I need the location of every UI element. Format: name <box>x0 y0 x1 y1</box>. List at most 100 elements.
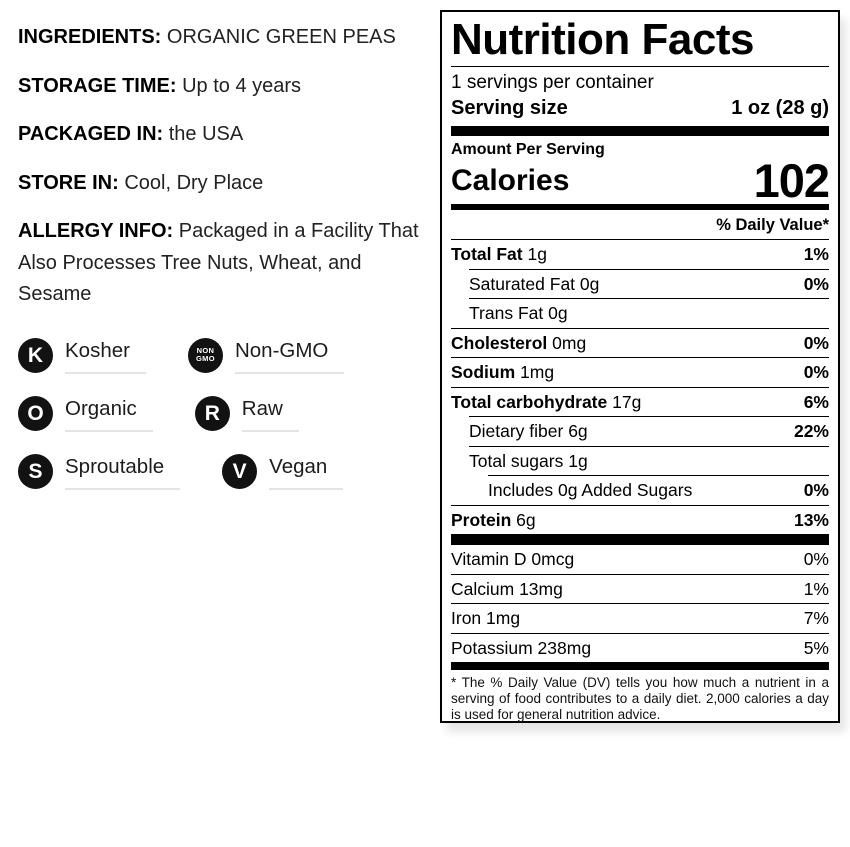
nutrient-name: Total Fat <box>451 244 523 264</box>
nutrient-daily-value: 6% <box>803 391 829 412</box>
divider-protein-bar <box>451 534 829 545</box>
nutrient-name-amount: Saturated Fat 0g <box>469 273 600 294</box>
badge-non-gmo: NON GMO Non-GMO <box>187 337 345 374</box>
nutrient-daily-value: 0% <box>803 362 829 382</box>
nutrition-facts-label: Nutrition Facts 1 servings per container… <box>440 10 840 723</box>
info-field-ingredients: INGREDIENTS: ORGANIC GREEN PEAS <box>18 22 420 54</box>
nutrient-daily-value: 0% <box>803 549 829 569</box>
badge-label: Non-GMO <box>234 337 345 374</box>
serving-size-row: Serving size 1 oz (28 g) <box>451 95 829 121</box>
info-field-value: Up to 4 years <box>176 74 302 97</box>
nutrient-daily-value: 0% <box>803 273 829 294</box>
info-field-label: STORAGE TIME: <box>18 74 177 97</box>
badge-label: Raw <box>241 395 299 432</box>
nutrient-row-total-carbohydrate: Total carbohydrate 17g 6% <box>451 386 829 417</box>
nutrient-name-amount: Cholesterol 0mg <box>451 332 587 353</box>
badge-raw: R Raw <box>194 395 299 432</box>
nutrient-name: Total carbohydrate <box>451 391 608 412</box>
nutrient-name: Protein <box>451 509 512 530</box>
badge-kosher: K Kosher <box>18 337 146 374</box>
daily-value-header: % Daily Value* <box>716 216 829 234</box>
nutrient-name-amount: Potassium 238mg <box>451 637 592 658</box>
icon-text-line: NON <box>196 346 215 355</box>
organic-icon: O <box>18 395 53 431</box>
serving-size-value: 1 oz (28 g) <box>731 97 829 119</box>
nutrient-name-amount: Iron 1mg <box>451 608 521 628</box>
nutrient-row-includes-0g-added-sugars: Includes 0g Added Sugars 0% <box>488 475 829 505</box>
badge-row: O Organic R Raw <box>18 395 420 432</box>
info-field-label: PACKAGED IN: <box>18 123 164 145</box>
badge-sproutable: S Sproutable <box>18 453 181 490</box>
nutrient-name-amount: Trans Fat 0g <box>469 303 568 323</box>
badge-organic: O Organic <box>18 395 153 432</box>
info-field-allergy-info: ALLERGY INFO: Packaged in a Facility Tha… <box>18 216 420 311</box>
badge-label: Vegan <box>269 453 344 490</box>
badge-row: S Sproutable V Vegan <box>18 453 420 490</box>
calories-row: Calories 102 <box>451 154 830 207</box>
badge-label: Kosher <box>65 337 146 374</box>
info-field-packaged-in: PACKAGED IN: the USA <box>18 119 420 151</box>
nutrient-row-protein: Protein 6g 13% <box>451 504 829 535</box>
nutrient-row-cholesterol: Cholesterol 0mg 0% <box>451 327 829 358</box>
info-field-label: ALLERGY INFO: <box>18 220 174 242</box>
nutrient-name-amount: Total sugars 1g <box>469 450 588 471</box>
nutrient-daily-value: 7% <box>803 608 829 628</box>
divider-thick-bar <box>451 126 829 136</box>
vitamin-rows: Vitamin D 0mcg 0% Calcium 13mg 1% Iron 1mg 7%… <box>451 545 829 662</box>
nutrient-row-calcium: Calcium 13mg 1% <box>451 573 829 604</box>
nutrient-name-amount: Total carbohydrate 17g <box>451 391 642 412</box>
icon-text-line: GMO <box>196 354 215 363</box>
nutrient-name-amount: Vitamin D 0mcg <box>451 549 575 569</box>
serving-size-label: Serving size <box>451 97 568 119</box>
vegan-icon: V <box>222 453 258 489</box>
nutrient-daily-value: 1% <box>803 578 829 599</box>
calories-value: 102 <box>753 154 830 207</box>
calories-label: Calories <box>451 164 570 197</box>
raw-icon: R <box>194 395 230 431</box>
info-field-store-in: STORE IN: Cool, Dry Place <box>18 168 420 200</box>
nutrient-name-amount: Includes 0g Added Sugars <box>488 480 693 500</box>
info-field-value: Packaged in a Facility That Also Process… <box>18 220 419 305</box>
nutrient-row-total-fat: Total Fat 1g 1% <box>451 239 829 269</box>
kosher-icon: K <box>18 337 53 373</box>
badge-row: K Kosher NON GMO Non-GMO <box>18 337 420 374</box>
badge-vegan: V Vegan <box>222 453 344 490</box>
nutrient-row-potassium: Potassium 238mg 5% <box>451 632 829 663</box>
info-field-value: ORGANIC GREEN PEAS <box>161 26 396 48</box>
info-field-label: STORE IN: <box>18 171 119 194</box>
nutrient-daily-value: 13% <box>793 509 829 530</box>
nutrient-row-saturated-fat: Saturated Fat 0g 0% <box>469 268 829 299</box>
nutrient-daily-value: 5% <box>803 637 829 658</box>
non-gmo-icon: NON GMO <box>187 337 223 373</box>
product-info-panel: INGREDIENTS: ORGANIC GREEN PEAS STORAGE T… <box>18 22 420 490</box>
amount-per-serving-label: Amount Per Serving <box>451 141 605 158</box>
nutrient-daily-value: 0% <box>803 480 829 500</box>
daily-value-footnote: * The % Daily Value (DV) tells you how m… <box>451 675 829 722</box>
nutrient-daily-value: 22% <box>793 421 829 441</box>
badges-grid: K Kosher NON GMO Non-GMO O Organic R Raw S Sprouta… <box>18 337 420 490</box>
info-field-value: the USA <box>163 123 244 145</box>
badge-label: Sproutable <box>65 453 181 490</box>
nutrition-facts-title: Nutrition Facts <box>451 16 829 67</box>
nutrient-name-amount: Calcium 13mg <box>451 578 563 599</box>
nutrient-name-amount: Protein 6g <box>451 509 536 530</box>
divider-medium-bar <box>451 204 829 210</box>
nutrient-rows: Total Fat 1g 1% Saturated Fat 0g 0% Trans Fa… <box>451 239 829 534</box>
info-field-storage-time: STORAGE TIME: Up to 4 years <box>18 71 420 103</box>
nutrient-daily-value: 0% <box>803 332 829 353</box>
info-fields: INGREDIENTS: ORGANIC GREEN PEAS STORAGE T… <box>18 22 420 311</box>
nutrient-name-amount: Sodium 1mg <box>451 362 555 382</box>
servings-per-container: 1 servings per container <box>451 72 654 93</box>
nutrient-row-total-sugars: Total sugars 1g <box>469 445 829 476</box>
nutrient-name: Cholesterol <box>451 332 548 353</box>
sproutable-icon: S <box>18 453 53 489</box>
nutrient-row-iron: Iron 1mg 7% <box>451 603 829 633</box>
nutrient-row-dietary-fiber: Dietary fiber 6g 22% <box>469 416 829 446</box>
info-field-label: INGREDIENTS: <box>18 26 162 48</box>
nutrient-daily-value: 1% <box>803 244 829 264</box>
nutrient-row-sodium: Sodium 1mg 0% <box>451 357 829 387</box>
nutrient-name-amount: Total Fat 1g <box>451 244 547 264</box>
badge-label: Organic <box>65 395 153 432</box>
divider-footer-bar <box>451 662 829 670</box>
